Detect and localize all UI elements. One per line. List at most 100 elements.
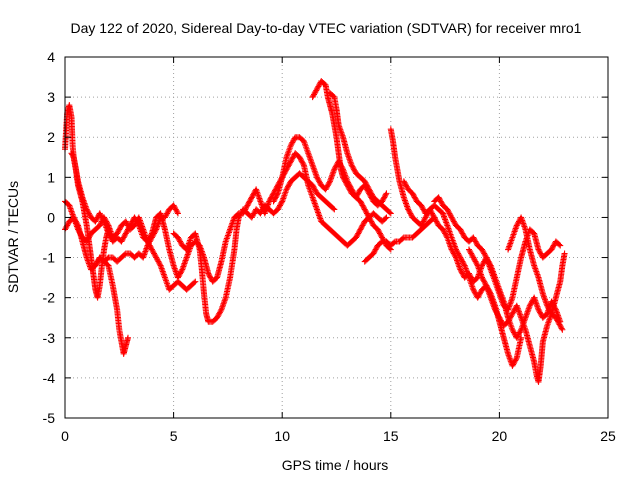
data-point <box>344 182 351 189</box>
data-point <box>191 279 198 286</box>
data-point <box>151 230 158 237</box>
data-point <box>431 214 438 221</box>
data-point <box>472 238 479 245</box>
data-point <box>447 211 454 218</box>
data-point <box>207 274 214 281</box>
data-point <box>449 247 456 254</box>
data-point <box>481 279 488 286</box>
data-point <box>355 189 362 196</box>
data-point <box>246 198 253 205</box>
data-point <box>361 178 368 185</box>
data-point <box>443 233 450 240</box>
data-point <box>287 159 294 166</box>
data-point <box>277 177 284 184</box>
data-point <box>421 215 428 222</box>
data-point <box>290 136 297 143</box>
data-point <box>145 241 152 248</box>
data-point <box>323 185 330 192</box>
y-tick-label: -4 <box>43 370 56 386</box>
data-point <box>171 203 178 210</box>
data-point <box>248 195 255 202</box>
data-point <box>383 190 390 197</box>
data-point <box>271 187 278 194</box>
data-point <box>150 231 157 238</box>
data-point <box>240 210 247 217</box>
data-point <box>330 205 337 212</box>
data-point <box>243 205 249 212</box>
x-tick-label: 20 <box>492 428 508 444</box>
data-point <box>467 273 474 280</box>
data-point <box>403 183 410 190</box>
data-point <box>170 202 177 209</box>
data-point <box>153 254 160 261</box>
data-point <box>176 237 183 244</box>
data-point <box>485 258 492 265</box>
data-point <box>545 305 552 312</box>
data-point <box>481 251 488 258</box>
data-point <box>106 231 113 238</box>
data-point <box>472 258 479 265</box>
data-point <box>124 227 131 234</box>
data-point <box>358 225 365 232</box>
data-point <box>324 183 331 190</box>
data-point <box>350 166 357 173</box>
data-point <box>469 253 476 260</box>
y-tick-label: -2 <box>43 290 56 306</box>
data-point <box>312 88 319 95</box>
data-point <box>63 223 70 230</box>
y-tick-label: 2 <box>47 129 55 145</box>
data-point <box>237 211 244 218</box>
data-point <box>448 214 455 221</box>
series-arc-5 <box>92 202 181 269</box>
data-point <box>161 214 168 221</box>
data-point <box>438 199 445 206</box>
data-point <box>382 191 389 198</box>
data-point <box>405 206 412 213</box>
data-point <box>244 202 251 209</box>
data-point <box>72 218 79 225</box>
data-point <box>217 308 224 315</box>
data-point <box>98 213 105 220</box>
data-point <box>361 206 368 213</box>
data-point <box>324 182 331 189</box>
data-point <box>282 168 289 175</box>
chart-title: Day 122 of 2020, Sidereal Day-to-day VTE… <box>71 20 582 36</box>
data-point <box>127 222 134 229</box>
data-point <box>311 90 318 97</box>
data-point <box>549 243 556 250</box>
data-point <box>358 223 365 230</box>
data-point <box>96 222 103 229</box>
data-point <box>515 330 522 337</box>
data-point <box>452 253 459 260</box>
data-point <box>372 246 379 253</box>
data-point <box>331 166 338 173</box>
data-point <box>322 186 329 193</box>
data-point <box>358 199 365 206</box>
data-point <box>155 258 162 265</box>
data-point <box>125 225 132 232</box>
data-point <box>351 167 358 174</box>
data-point <box>376 230 383 237</box>
data-point <box>85 234 92 241</box>
data-point <box>118 238 125 245</box>
data-point <box>418 202 425 209</box>
data-point <box>556 321 563 328</box>
data-point <box>440 227 447 234</box>
data-point <box>537 250 544 257</box>
data-point <box>93 217 100 224</box>
data-point <box>94 258 101 265</box>
series-arc-6 <box>170 170 338 325</box>
data-point <box>550 242 557 249</box>
data-point <box>536 247 543 254</box>
data-point <box>144 242 151 249</box>
data-point <box>354 191 361 198</box>
data-point <box>235 214 242 221</box>
data-point <box>474 294 481 301</box>
data-point <box>312 187 319 194</box>
data-point <box>206 271 213 278</box>
data-point <box>92 262 99 269</box>
data-point <box>471 237 478 244</box>
data-point <box>276 203 283 210</box>
data-point <box>410 191 417 198</box>
data-point <box>315 177 322 184</box>
